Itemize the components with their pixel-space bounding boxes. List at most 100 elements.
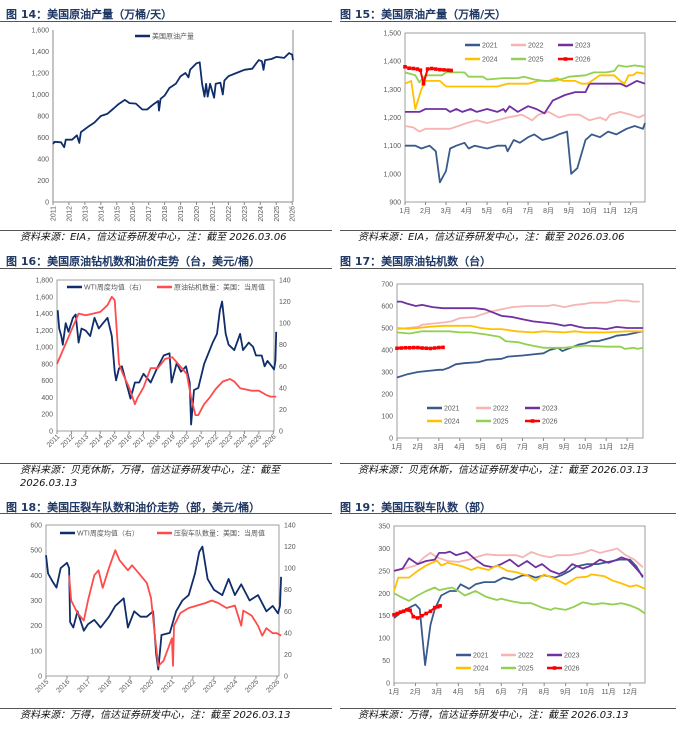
y-tick-label: 600	[30, 523, 42, 530]
legend-marker	[530, 419, 535, 423]
x-tick-label: 6月	[496, 688, 507, 696]
data-point-2026	[432, 605, 437, 610]
data-point-2026	[446, 68, 450, 72]
x-tick-label: 4月	[453, 688, 464, 696]
x-tick-label: 12月	[623, 207, 638, 215]
x-tick-label: 2012	[66, 206, 73, 222]
x-tick-label: 2023	[242, 206, 249, 222]
legend-label: WTI周度均值（右）	[84, 283, 146, 292]
x-tick-label: 10月	[582, 207, 597, 215]
divider	[340, 708, 676, 709]
x-tick-label: 7月	[523, 207, 534, 215]
y-tick-label: 250	[378, 568, 390, 575]
series-line-2024	[393, 559, 646, 592]
y-tick-label: 500	[381, 326, 393, 333]
x-tick-label: 2026	[262, 433, 278, 449]
x-tick-label: 9月	[559, 443, 570, 451]
x-tick-label: 2021	[210, 206, 217, 222]
x-tick-label: 2015	[103, 433, 119, 449]
y-tick-label: 400	[37, 157, 49, 164]
y2-tick-label: 120	[284, 544, 296, 551]
y2-tick-label: 120	[279, 299, 291, 306]
legend-label: 2022	[493, 406, 509, 413]
figure-15-source: 资料来源：EIA，信达证券研发中心，注：截至 2026.03.06	[358, 232, 625, 243]
x-tick-label: 2014	[98, 206, 105, 222]
plot-frame	[393, 525, 646, 684]
legend-label: 压裂车队数量：美国：当周值	[174, 529, 265, 538]
divider	[0, 463, 332, 464]
y-tick-label: 1,000	[383, 171, 401, 178]
chart-19: 0 50 100 150 200 250 300 350 1月 2月 3月 4月 5月 6月 7月 8月 9月 1…	[378, 524, 646, 696]
data-point-2026	[442, 68, 446, 72]
x-tick-label: 12月	[623, 688, 638, 696]
y2-tick-label: 100	[284, 566, 296, 573]
data-point-2026	[433, 67, 438, 71]
data-point-2026	[398, 610, 403, 614]
y-tick-label: 200	[30, 623, 42, 630]
data-point-2026	[407, 66, 411, 71]
chart-17: 0 100 200 300 400 500 600 700 1月 2月 3月 4月 5月 6月 7月 8月 9月…	[381, 282, 644, 451]
y-tick-label: 1,400	[35, 311, 53, 318]
series-line-2021	[405, 122, 646, 184]
x-tick-label: 7月	[517, 688, 528, 696]
x-tick-label: 2014	[89, 433, 105, 449]
legend-label: 2025	[528, 57, 544, 64]
data-point-2026	[416, 345, 420, 350]
y-tick-label: 100	[378, 636, 390, 643]
legend-label: 2025	[493, 419, 509, 426]
figure-16-source: 资料来源：贝克休斯，万得，信达证券研发中心，注：截至 2026.03.13	[20, 465, 280, 489]
data-point-2026	[405, 608, 409, 612]
data-point-2026	[415, 616, 420, 620]
y-tick-label: 0	[386, 681, 390, 688]
y-tick-label: 1,000	[31, 92, 49, 99]
chart-18: 0 100 200 300 400 500 600 0 20 40 60 80 100 120 140 201…	[30, 523, 295, 695]
x-tick-label: 2011	[51, 206, 58, 221]
legend-label: 2023	[575, 43, 591, 50]
data-point-2026	[438, 67, 442, 72]
y2-tick-label: 40	[284, 630, 292, 637]
y-tick-label: 0	[389, 436, 393, 443]
data-point-2026	[438, 604, 442, 608]
x-tick-label: 9月	[564, 207, 575, 215]
x-tick-label: 2015	[114, 206, 121, 222]
y-tick-label: 200	[37, 178, 49, 185]
x-tick-label: 5月	[474, 688, 485, 696]
data-point-2026	[415, 67, 420, 71]
data-point-2026	[428, 346, 433, 351]
figure-16-title: 图 16：美国原油钻机数和油价走势（台，美元/桶）	[6, 255, 261, 268]
x-tick-label: 8月	[538, 443, 549, 451]
data-point-2026	[441, 345, 445, 350]
y-tick-label: 1,600	[31, 28, 49, 35]
figure-19-source: 资料来源：万得，信达证券研发中心，注：截至 2026.03.13	[358, 710, 629, 721]
y2-tick-label: 140	[279, 278, 291, 285]
data-point-2026	[421, 81, 426, 86]
legend-label: 2026	[564, 666, 580, 673]
y-tick-label: 800	[41, 361, 53, 368]
figure-15-title: 图 15：美国原油产量（万桶/天）	[340, 8, 507, 21]
figure-14-title: 图 14：美国原油产量（万桶/天）	[6, 8, 173, 21]
x-tick-label: 4月	[461, 207, 472, 215]
legend-label: 2021	[482, 43, 498, 50]
legend-label: 2026	[575, 57, 591, 64]
legend-label: 原油钻机数量：美国：当周值	[174, 283, 265, 292]
data-point-2026	[424, 611, 428, 616]
x-tick-label: 2020	[139, 678, 155, 694]
y2-tick-label: 80	[284, 587, 292, 594]
x-tick-label: 2018	[97, 678, 113, 694]
y-tick-label: 1,600	[35, 294, 53, 301]
y-tick-label: 200	[381, 392, 393, 399]
x-tick-label: 2016	[55, 678, 71, 694]
y-tick-label: 900	[389, 200, 401, 207]
x-tick-label: 1月	[400, 207, 411, 215]
legend-label: 2023	[542, 406, 558, 413]
x-tick-label: 2022	[204, 433, 220, 449]
x-tick-label: 2024	[258, 206, 265, 222]
data-point-2026	[403, 65, 407, 69]
y-tick-label: 1,200	[383, 115, 401, 122]
x-tick-label: 1月	[389, 688, 400, 696]
figure-18-title: 图 18：美国压裂车队数和油价走势（部，美元/桶）	[6, 501, 261, 514]
figure-19-title: 图 19：美国压裂车队数（部）	[340, 501, 492, 514]
series-line-2025	[396, 330, 644, 350]
x-tick-label: 2018	[162, 206, 169, 222]
